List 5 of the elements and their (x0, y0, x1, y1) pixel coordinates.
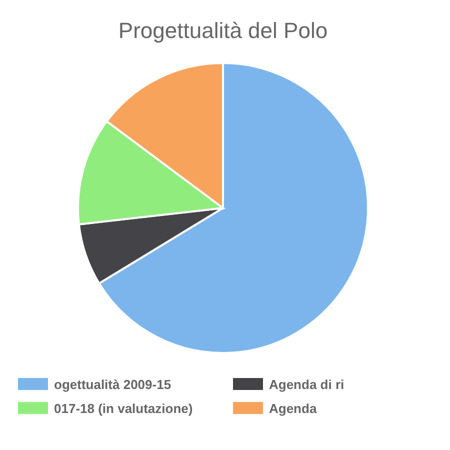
legend-label: Agenda (269, 401, 318, 416)
legend-label: 017-18 (in valutazione) (54, 401, 193, 416)
legend-label: Agenda di ri (269, 377, 344, 392)
chart-title: Progettualità del Polo (118, 18, 328, 43)
legend-label: ogettualità 2009-15 (54, 377, 172, 392)
